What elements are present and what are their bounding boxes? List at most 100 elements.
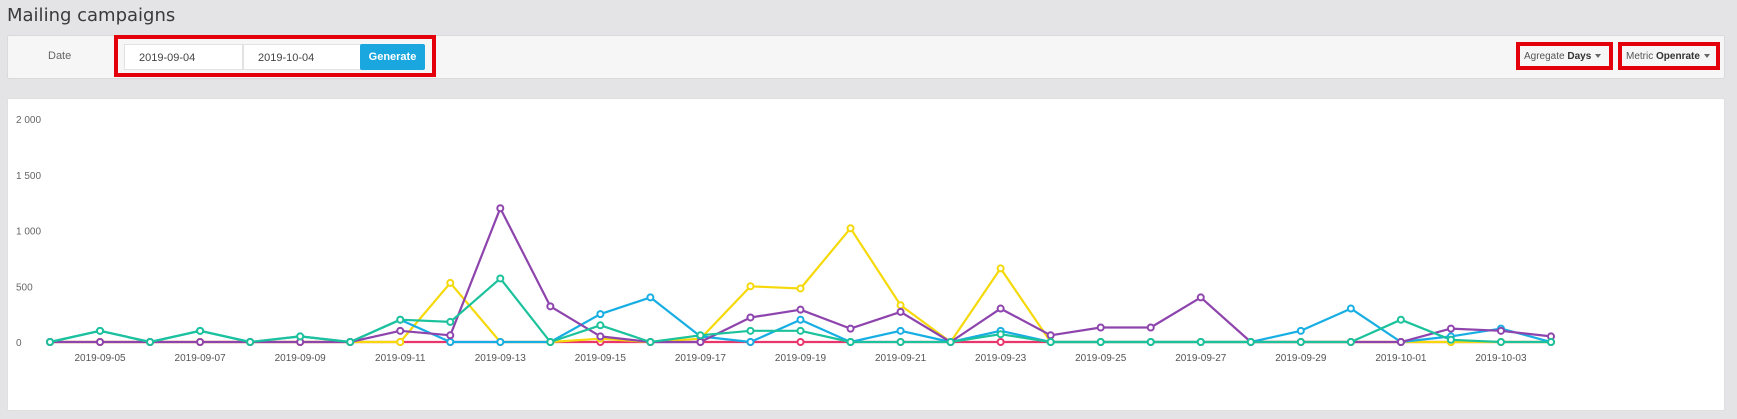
series-5-point xyxy=(396,315,405,324)
series-1-point xyxy=(796,338,805,346)
series-4-point xyxy=(496,204,505,213)
x-tick-label: 2019-09-27 xyxy=(1175,353,1227,364)
series-5-point xyxy=(1346,338,1355,346)
chart-panel: 0 500 1 000 1 500 2 000 2019-09-05 2019-09-07 2… xyxy=(7,98,1725,411)
series-5-point xyxy=(646,338,655,346)
series-2-point xyxy=(396,338,405,346)
series-5-point xyxy=(796,326,805,335)
series-4-point xyxy=(1446,324,1455,333)
series-5-point xyxy=(246,338,255,346)
series-5-point xyxy=(496,274,505,283)
series-3-point xyxy=(1346,304,1355,313)
series-4-point xyxy=(846,324,855,333)
series-5-point xyxy=(96,326,105,335)
series-4-point xyxy=(1146,323,1155,332)
start-date-input[interactable]: 2019-09-04 xyxy=(124,44,243,70)
chevron-down-icon xyxy=(1703,54,1710,59)
series-4-point xyxy=(746,313,755,322)
y-tick-label: 500 xyxy=(16,282,33,293)
series-3-point xyxy=(496,338,505,346)
series-4-point xyxy=(196,338,205,346)
series-4-point xyxy=(1046,331,1055,340)
metric-label: Metric xyxy=(1626,51,1654,62)
series-5-point xyxy=(1296,338,1305,346)
series-5-point xyxy=(546,338,555,346)
series-2-point xyxy=(746,282,755,291)
series-2-point xyxy=(996,264,1005,273)
metric-value: Openrate xyxy=(1656,51,1700,62)
series-5-point xyxy=(46,338,54,346)
series-4-point xyxy=(396,326,405,335)
filter-bar: Date 2019-09-04 2019-10-04 Generate Agre… xyxy=(7,35,1725,79)
series-5-point xyxy=(1046,338,1055,346)
end-date-input[interactable]: 2019-10-04 xyxy=(243,44,362,70)
series-4-point xyxy=(1496,326,1505,335)
metric-highlight: Metric Openrate xyxy=(1618,42,1720,70)
series-5-point xyxy=(1196,338,1205,346)
series-5-point xyxy=(446,317,455,326)
metric-dropdown[interactable]: Metric Openrate xyxy=(1626,49,1712,63)
x-tick-label: 2019-09-29 xyxy=(1275,353,1327,364)
y-tick-label: 0 xyxy=(16,338,22,349)
aggregate-value: Days xyxy=(1567,51,1592,62)
y-tick-label: 1 500 xyxy=(16,171,41,182)
series-4-point xyxy=(896,307,905,316)
series-3-point xyxy=(646,293,655,302)
series-5-point xyxy=(1547,338,1555,346)
series-4-point xyxy=(596,332,605,341)
x-tick-label: 2019-09-15 xyxy=(575,353,627,364)
aggregate-label: Agregate xyxy=(1524,51,1565,62)
series-3-point xyxy=(1296,326,1305,335)
openrate-line-chart: 0 500 1 000 1 500 2 000 2019-09-05 2019-09-07 2… xyxy=(16,115,1555,364)
date-range-highlight: 2019-09-04 2019-10-04 Generate xyxy=(114,35,436,77)
series-5-point xyxy=(296,332,305,341)
series-5-point xyxy=(196,326,205,335)
series-5-point xyxy=(146,338,155,346)
series-4-point xyxy=(96,338,105,346)
series-5-point xyxy=(1096,338,1105,346)
y-tick-label: 1 000 xyxy=(16,227,41,238)
series-3-point xyxy=(896,326,905,335)
x-tick-label: 2019-09-23 xyxy=(975,353,1027,364)
series-2-point xyxy=(796,284,805,293)
series-5-point xyxy=(996,330,1005,339)
series-3-point xyxy=(446,338,455,346)
series-5-point xyxy=(1446,335,1455,344)
series-2-point xyxy=(446,278,455,287)
x-tick-label: 2019-09-25 xyxy=(1075,353,1127,364)
series-5-point xyxy=(746,326,755,335)
y-tick-label: 2 000 xyxy=(16,115,41,126)
x-tick-label: 2019-09-09 xyxy=(275,353,327,364)
series-5-point xyxy=(696,331,705,340)
series-3-point xyxy=(746,338,755,346)
series-5-point xyxy=(1146,338,1155,346)
series-5-point xyxy=(1396,315,1405,324)
series-4-point xyxy=(1096,323,1105,332)
series-4-point xyxy=(446,331,455,340)
x-tick-label: 2019-09-21 xyxy=(875,353,927,364)
series-3-point xyxy=(596,310,605,319)
series-4-point xyxy=(1396,338,1405,346)
series-4-point xyxy=(546,302,555,311)
x-tick-label: 2019-09-19 xyxy=(775,353,827,364)
x-tick-label: 2019-09-13 xyxy=(475,353,527,364)
series-2-point xyxy=(846,224,855,233)
chevron-down-icon xyxy=(1595,54,1602,59)
aggregate-dropdown[interactable]: Agregate Days xyxy=(1524,49,1605,63)
series-4-point xyxy=(1196,293,1205,302)
series-5-point xyxy=(896,338,905,346)
series-5-point xyxy=(946,338,955,346)
x-tick-label: 2019-09-05 xyxy=(74,353,126,364)
series-4-point xyxy=(996,304,1005,313)
series-4-point xyxy=(796,305,805,314)
x-tick-label: 2019-10-01 xyxy=(1375,353,1427,364)
series-1-point xyxy=(996,338,1005,346)
aggregate-highlight: Agregate Days xyxy=(1516,42,1613,70)
x-tick-label: 2019-10-03 xyxy=(1475,353,1527,364)
generate-button[interactable]: Generate xyxy=(360,44,425,70)
x-tick-label: 2019-09-17 xyxy=(675,353,727,364)
series-5-point xyxy=(846,338,855,346)
date-label: Date xyxy=(48,50,72,62)
series-5-point xyxy=(1246,338,1255,346)
page-title: Mailing campaigns xyxy=(7,5,176,26)
